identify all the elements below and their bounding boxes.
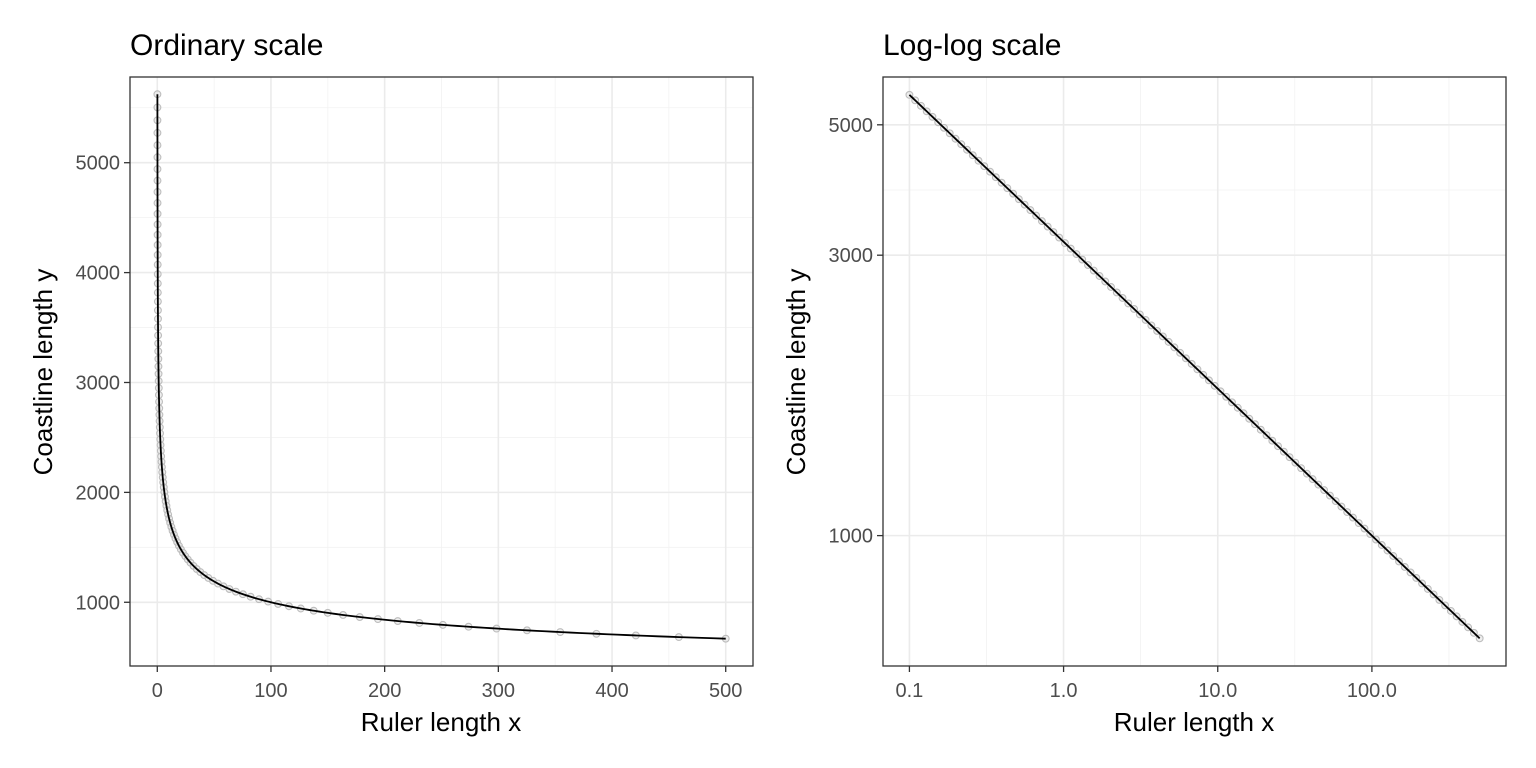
x-tick-label: 10.0: [1198, 680, 1237, 702]
x-tick-label: 100: [254, 680, 287, 702]
panel-loglog-x-axis: 0.1 1.0 10.0 100.0: [896, 666, 1397, 702]
panel-ordinary-y-axis: 1000 2000 3000 4000 5000: [76, 153, 130, 614]
panel-ordinary-x-label: Ruler length x: [361, 707, 521, 737]
panel-loglog-fit: [908, 94, 1481, 639]
x-tick-label: 200: [368, 680, 401, 702]
y-tick-label: 5000: [829, 115, 874, 137]
x-tick-label: 500: [709, 680, 742, 702]
x-tick-label: 400: [595, 680, 628, 702]
panel-loglog-frame: [882, 76, 1507, 667]
y-tick-label: 4000: [76, 263, 121, 285]
panel-loglog-x-label: Ruler length x: [1114, 707, 1274, 737]
panel-loglog: Log-log scale 0.1 1.0 10.0 100.0 1000 3000 50…: [781, 29, 1507, 737]
y-tick-label: 1000: [829, 526, 874, 548]
panel-ordinary-frame: [129, 76, 754, 667]
x-tick-label: 0.1: [896, 680, 924, 702]
fit-line: [156, 94, 726, 640]
panel-ordinary-fit: [156, 94, 726, 640]
y-tick-label: 1000: [76, 592, 121, 614]
fit-line: [908, 94, 1481, 639]
x-tick-label: 100.0: [1347, 680, 1397, 702]
panel-ordinary: Ordinary scale 0 100 200 300 400 500 1000 2000…: [28, 29, 754, 737]
panel-ordinary-x-axis: 0 100 200 300 400 500: [152, 666, 742, 702]
panel-ordinary-y-label: Coastline length y: [28, 269, 58, 476]
panel-loglog-y-label: Coastline length y: [781, 269, 811, 476]
panel-loglog-y-axis: 1000 3000 5000: [829, 115, 883, 548]
x-tick-label: 300: [482, 680, 515, 702]
y-tick-label: 2000: [76, 482, 121, 504]
x-tick-label: 1.0: [1050, 680, 1078, 702]
panel-ordinary-title: Ordinary scale: [130, 29, 323, 62]
panel-ordinary-grid: [130, 77, 753, 666]
panel-loglog-title: Log-log scale: [883, 29, 1061, 62]
y-tick-label: 5000: [76, 153, 121, 175]
x-tick-label: 0: [152, 680, 163, 702]
y-tick-label: 3000: [76, 372, 121, 394]
y-tick-label: 3000: [829, 245, 874, 267]
